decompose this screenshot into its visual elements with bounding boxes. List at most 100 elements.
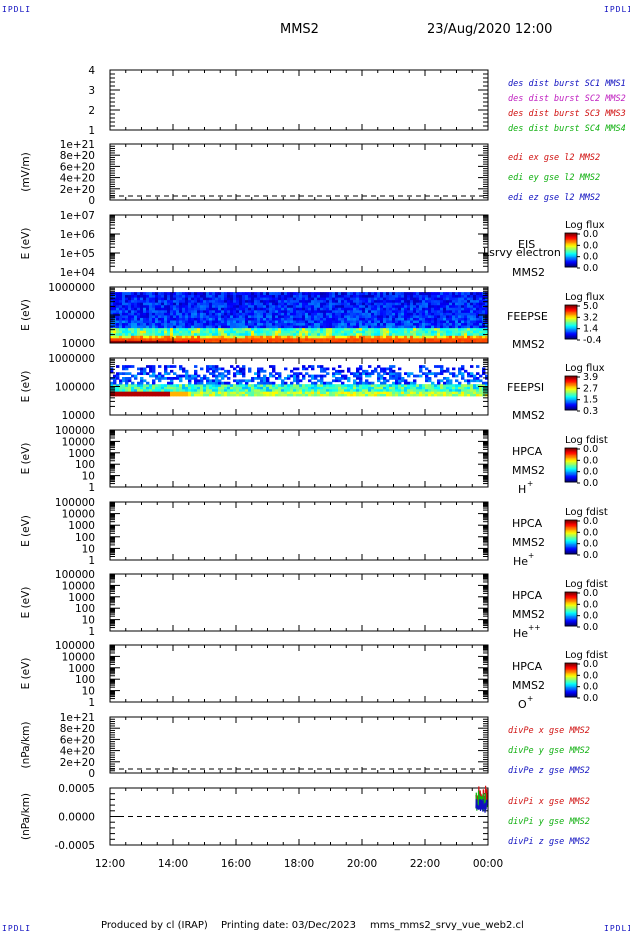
feepse-cell [335,330,339,334]
feepse-cell [410,292,414,296]
feepse-cell [152,294,156,298]
feepse-cell [314,325,318,329]
feepsi-cell [272,386,276,390]
feepse-cell [431,330,435,334]
feepse-cell [455,299,459,303]
feepse-cell [311,327,315,331]
feepsi-cell [167,365,171,368]
feepse-cell [323,309,327,313]
feepse-cell [278,302,282,306]
feepse-cell [293,312,297,316]
feepse-cell [428,327,432,331]
feepse-cell [377,335,381,339]
colorbar-segment [565,624,577,627]
feepse-cell [356,292,360,296]
feepse-cell [434,335,438,339]
feepse-cell [203,292,207,296]
feepse-cell [470,325,474,329]
colorbar-tick-label: 2.7 [583,383,598,394]
feepse-cell [143,330,147,334]
feepse-cell [128,322,132,326]
feepsi-cell [245,393,249,397]
feepse-cell [299,307,303,311]
feepse-cell [245,299,249,303]
feepse-cell [167,309,171,313]
feepse-cell [419,330,423,334]
feepse-cell [314,304,318,308]
feepse-cell [203,309,207,313]
feepsi-cell [458,388,462,392]
colorbar-segment [565,688,577,691]
feepsi-cell [242,372,246,376]
feepse-cell [395,332,399,336]
feepsi-cell [293,391,297,395]
feepsi-cell [443,369,447,373]
feepse-cell [386,317,390,321]
feepse-cell [434,292,438,296]
feepsi-cell [242,374,246,378]
feepse-cell [443,292,447,296]
feepse-cell [119,325,123,329]
feepsi-cell [431,386,435,390]
feepse-cell [119,340,123,344]
feepse-cell [416,332,420,336]
feepsi-cell [125,372,129,376]
feepse-cell [404,312,408,316]
feepsi-cell [335,377,339,380]
feepsi-cell [158,388,162,392]
feepse-cell [134,307,138,311]
feepsi-cell [467,386,471,390]
feepse-cell [386,335,390,339]
colorbar-segment [565,685,577,688]
y-tick-label: 1000000 [48,353,95,365]
feepse-cell [458,315,462,318]
feepse-cell [149,330,153,334]
feepse-cell [353,327,357,331]
feepsi-cell [428,386,432,390]
feepse-cell [335,335,339,339]
feepse-cell [428,299,432,303]
feepse-cell [113,340,117,344]
colorbar-segment [565,611,577,614]
feepsi-cell [200,388,204,392]
feepse-cell [389,302,393,306]
feepse-cell [386,307,390,311]
feepse-cell [203,332,207,336]
feepse-cell [140,322,144,326]
feepse-cell [164,325,168,329]
feepse-cell [239,309,243,313]
feepse-cell [200,297,204,301]
feepse-cell [458,317,462,321]
feepsi-cell [383,369,387,373]
feepsi-cell [332,388,336,392]
feepse-cell [230,294,234,298]
feepsi-cell [395,374,399,378]
feepsi-cell [122,386,126,390]
feepsi-cell [311,365,315,368]
feepsi-cell [242,384,246,387]
feepse-cell [353,332,357,336]
feepse-cell [314,294,318,298]
y-tick-label: 10 [82,543,95,555]
feepse-cell [290,317,294,321]
feepse-cell [458,340,462,344]
feepse-cell [116,307,120,311]
feepse-cell [440,294,444,298]
feepsi-cell [461,384,465,387]
feepsi-cell [455,379,459,383]
feepse-cell [329,330,333,334]
feepse-cell [404,309,408,313]
feepsi-cell [131,384,135,387]
feepse-cell [116,330,120,334]
y-tick-label: 1e+21 [60,139,95,151]
feepsi-cell [365,393,369,397]
feepse-cell [446,304,450,308]
feepsi-cell [251,379,255,383]
feepse-cell [317,337,321,341]
feepse-cell [365,340,369,344]
feepse-cell [149,325,153,329]
feepsi-cell [131,391,135,395]
feepse-cell [233,340,237,344]
panel-frame [109,644,489,703]
feepse-cell [257,299,261,303]
